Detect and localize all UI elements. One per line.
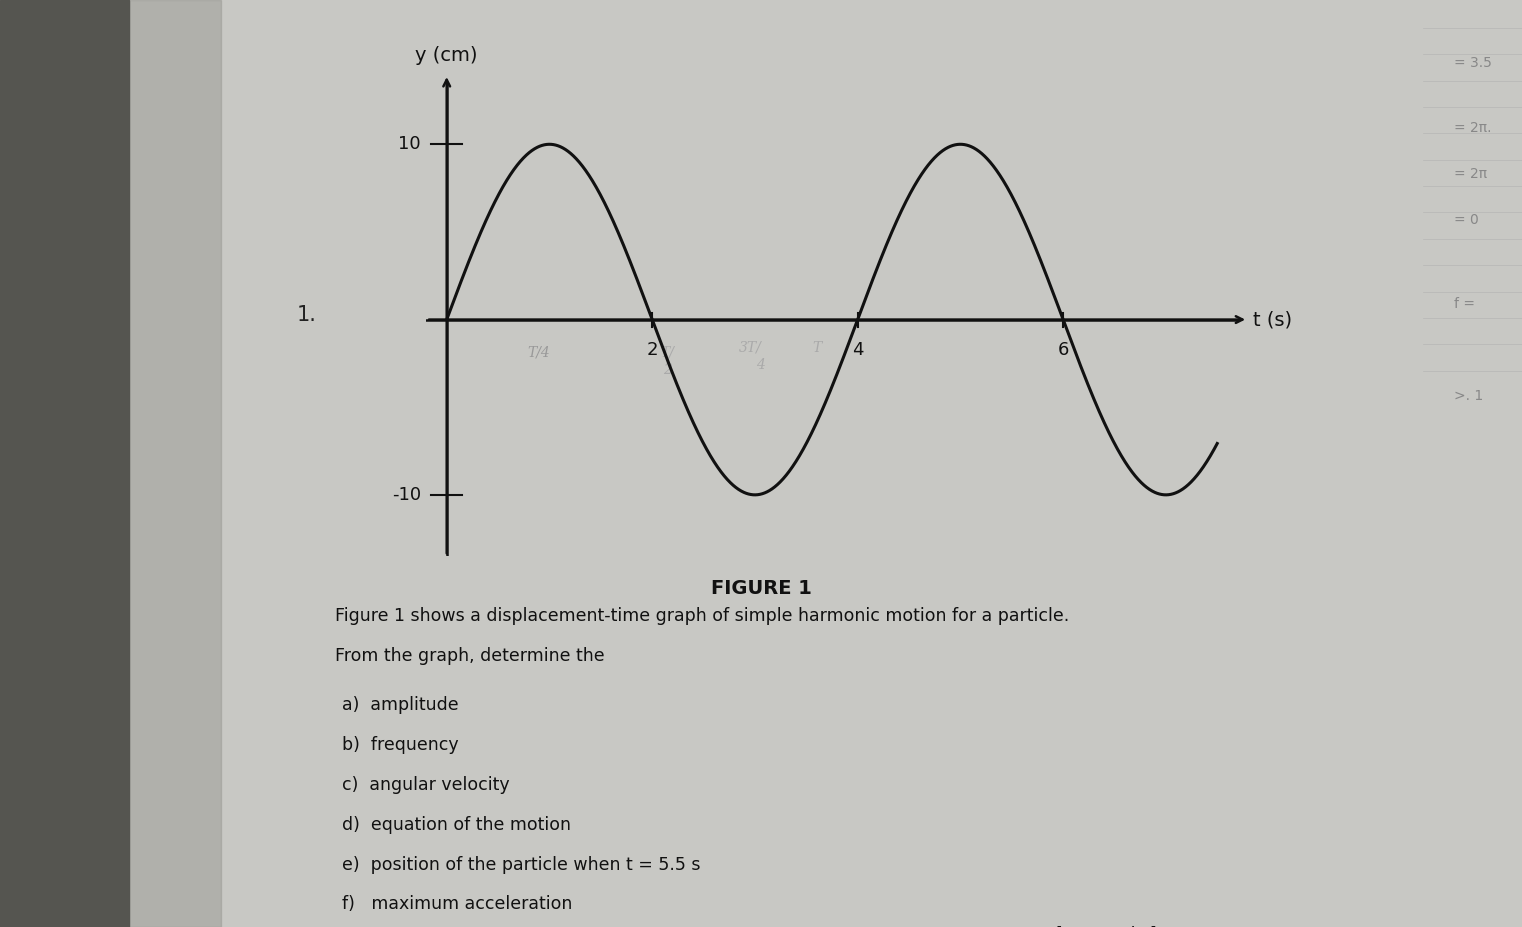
Text: 4: 4 — [852, 340, 863, 359]
Text: From the graph, determine the: From the graph, determine the — [335, 647, 604, 665]
Text: a)  amplitude: a) amplitude — [342, 696, 460, 714]
Text: [ 11 marks]: [ 11 marks] — [1056, 926, 1157, 927]
Text: d)  equation of the motion: d) equation of the motion — [342, 816, 571, 833]
Text: >. 1: >. 1 — [1454, 389, 1482, 403]
Text: e)  position of the particle when t = 5.5 s: e) position of the particle when t = 5.5… — [342, 856, 702, 873]
Text: 10: 10 — [399, 135, 422, 153]
Text: 2: 2 — [664, 363, 673, 377]
Text: = 3.5: = 3.5 — [1454, 56, 1492, 70]
Text: b)  frequency: b) frequency — [342, 736, 460, 754]
Text: 6: 6 — [1058, 340, 1068, 359]
Text: 4: 4 — [755, 358, 764, 372]
Text: T/4: T/4 — [528, 346, 551, 360]
Text: c)  angular velocity: c) angular velocity — [342, 776, 510, 794]
Text: 3T/: 3T/ — [738, 340, 761, 355]
Text: Figure 1 shows a displacement-time graph of simple harmonic motion for a particl: Figure 1 shows a displacement-time graph… — [335, 607, 1068, 625]
Text: f =: f = — [1454, 297, 1475, 311]
Text: FIGURE 1: FIGURE 1 — [711, 579, 811, 598]
Text: 1.: 1. — [297, 305, 317, 325]
Text: T: T — [811, 340, 822, 355]
Text: = 2π.: = 2π. — [1454, 121, 1492, 134]
Text: T/: T/ — [661, 346, 674, 360]
Text: y (cm): y (cm) — [416, 46, 478, 66]
Text: -10: -10 — [391, 486, 422, 504]
Text: 2: 2 — [647, 340, 658, 359]
Text: = 0: = 0 — [1454, 213, 1478, 227]
Text: t (s): t (s) — [1253, 310, 1292, 329]
Text: = 2π: = 2π — [1454, 167, 1487, 181]
Text: f)   maximum acceleration: f) maximum acceleration — [342, 895, 572, 913]
